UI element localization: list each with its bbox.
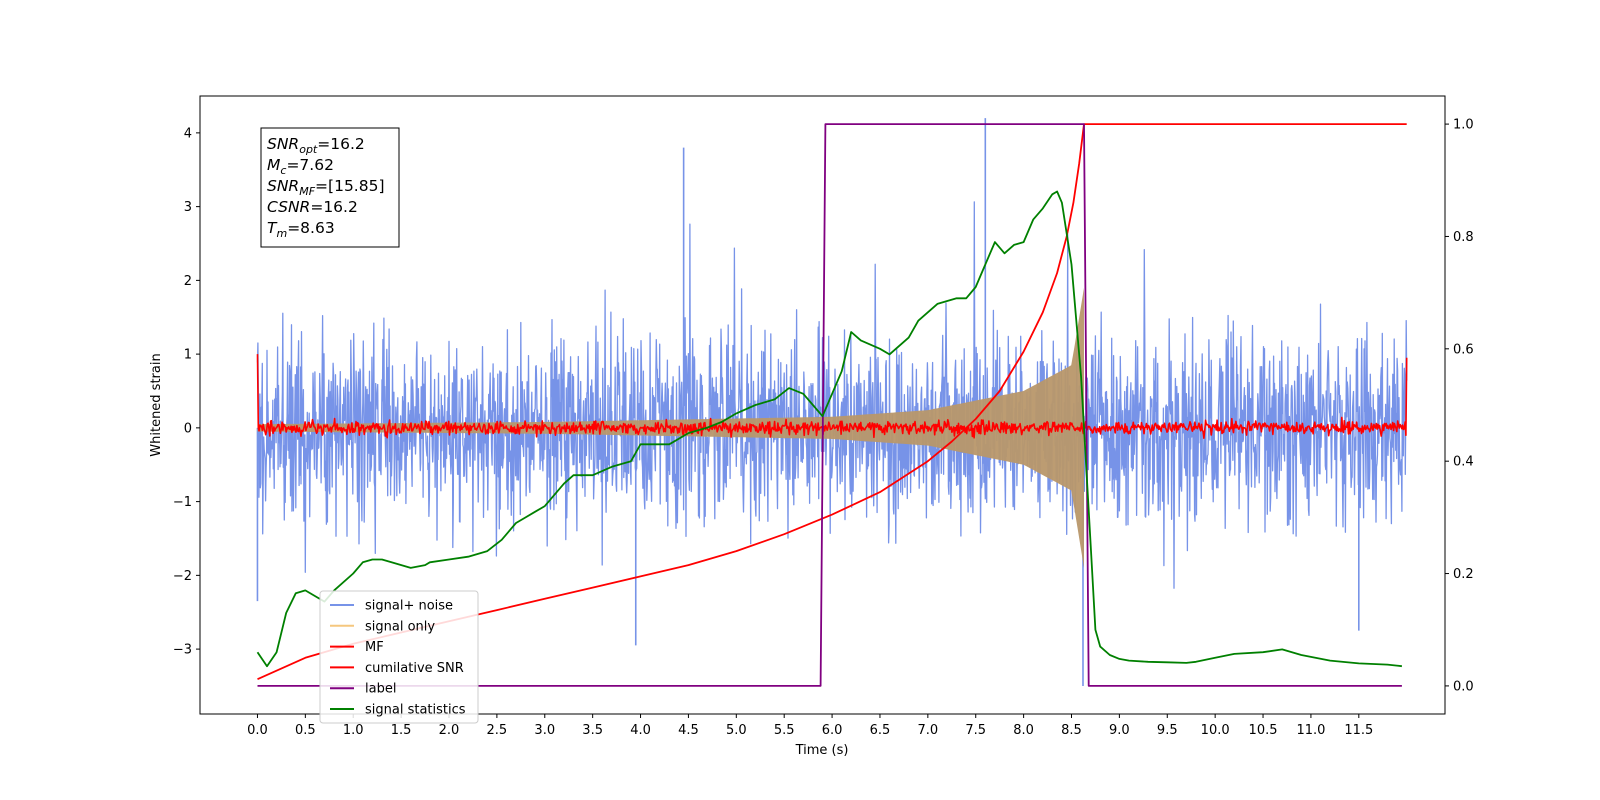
y2-tick-label: 0.2 (1453, 567, 1474, 582)
legend-label: MF (365, 640, 384, 655)
x-axis-label: Time (s) (795, 743, 849, 758)
x-tick-label: 0.5 (295, 723, 316, 738)
x-tick-label: 9.0 (1109, 723, 1130, 738)
x-tick-label: 11.0 (1296, 723, 1325, 738)
series-layer (256, 118, 1408, 687)
y-tick-label: 3 (184, 200, 192, 215)
x-tick-label: 8.5 (1061, 723, 1082, 738)
info-box-frame (260, 127, 400, 248)
info-box: SNRopt=16.2Mc=7.62SNRMF=[15.85]CSNR=16.2… (260, 127, 400, 248)
y2-tick-label: 0.8 (1453, 230, 1474, 245)
info-subscript: m (276, 227, 287, 240)
info-symbol: SNR (267, 135, 299, 153)
x-axis: 0.0 0.5 1.0 1.5 2.0 2.5 3.0 3.5 4.0 4.5 5.0 5.5 6.0 6… (247, 714, 1373, 738)
legend-frame (319, 590, 479, 724)
x-tick-label: 3.5 (582, 723, 603, 738)
info-symbol: SNR (267, 177, 299, 195)
plot-frame (199, 95, 1446, 715)
x-tick-label: 10.5 (1249, 723, 1278, 738)
info-subscript: MF (299, 185, 315, 198)
info-value: =16.2 (317, 135, 365, 153)
x-tick-label: 4.5 (678, 723, 699, 738)
info-symbol: CSNR (267, 198, 310, 216)
x-tick-label: 2.5 (487, 723, 508, 738)
x-tick-label: 7.5 (965, 723, 986, 738)
info-symbol: T (267, 219, 278, 237)
series-label-line (257, 123, 1402, 687)
y2-tick-label: 1.0 (1453, 118, 1474, 133)
x-tick-label: 6.5 (870, 723, 891, 738)
x-tick-label: 11.5 (1344, 723, 1373, 738)
x-tick-label: 5.5 (774, 723, 795, 738)
series-signal-noise-line (256, 201, 1408, 589)
x-tick-label: 1.5 (391, 723, 412, 738)
legend-label: cumilative SNR (365, 661, 464, 676)
info-value: =7.62 (286, 156, 334, 174)
info-value: =[15.85] (315, 177, 384, 195)
x-tick-label: 10.0 (1201, 723, 1230, 738)
x-tick-label: 8.0 (1013, 723, 1034, 738)
y-axis-left: −3 −2 −1 0 1 2 3 4 (173, 126, 200, 658)
legend-label: label (365, 682, 396, 697)
info-value: =16.2 (310, 198, 358, 216)
info-subscript: opt (299, 143, 318, 156)
legend-label: signal only (365, 619, 435, 634)
y-tick-label: 4 (184, 126, 192, 141)
info-box-line: CSNR=16.2 (267, 198, 358, 216)
legend-label: signal statistics (365, 703, 466, 718)
info-subscript: c (280, 164, 286, 177)
y-tick-label: 2 (184, 274, 192, 289)
series-signal-statistics-line (256, 190, 1402, 668)
x-tick-label: 7.0 (918, 723, 939, 738)
y-axis-right: 0.0 0.2 0.4 0.6 0.8 1.0 (1445, 118, 1474, 694)
y-tick-label: −2 (173, 569, 192, 584)
info-box-line: SNRMF=[15.85] (267, 177, 385, 198)
y2-tick-label: 0.4 (1453, 455, 1474, 470)
legend: signal+ noise signal only MF cumilative SNR… (319, 590, 479, 724)
x-tick-label: 4.0 (630, 723, 651, 738)
x-tick-label: 5.0 (726, 723, 747, 738)
info-box-line: Tm=8.63 (267, 219, 335, 240)
x-tick-label: 9.5 (1157, 723, 1178, 738)
legend-label: signal+ noise (365, 599, 453, 614)
y-tick-label: −1 (173, 495, 192, 510)
y-tick-label: −3 (173, 643, 192, 658)
info-box-line: Mc=7.62 (267, 156, 334, 177)
info-value: =8.63 (287, 219, 335, 237)
x-tick-label: 3.0 (534, 723, 555, 738)
info-symbol: M (267, 156, 280, 174)
series-mf-line (256, 354, 1408, 439)
y-tick-label: 1 (184, 348, 192, 363)
x-tick-label: 6.0 (822, 723, 843, 738)
y-tick-label: 0 (184, 421, 192, 436)
x-tick-label: 1.0 (343, 723, 364, 738)
x-tick-label: 0.0 (247, 723, 268, 738)
info-box-line: SNRopt=16.2 (267, 135, 365, 156)
y-axis-label: Whitened strain (149, 353, 164, 456)
y2-tick-label: 0.6 (1453, 342, 1474, 357)
y2-tick-label: 0.0 (1453, 679, 1474, 694)
x-tick-label: 2.0 (439, 723, 460, 738)
